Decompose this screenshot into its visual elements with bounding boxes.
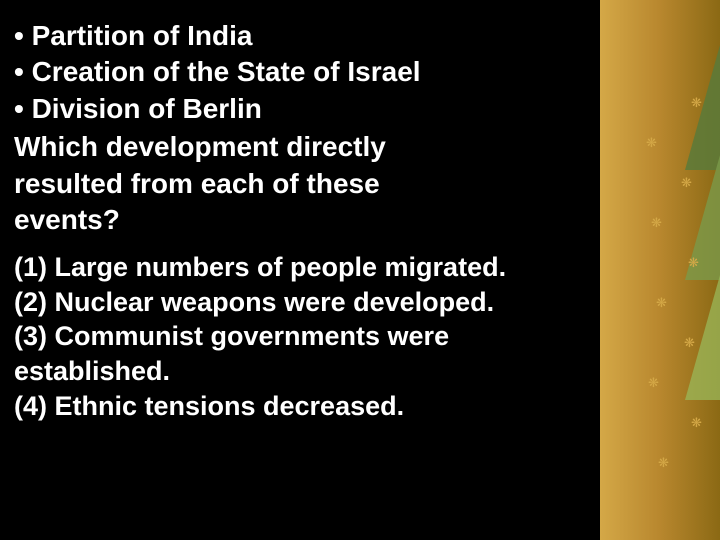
bullet-item: • Creation of the State of Israel bbox=[14, 54, 706, 90]
question-line: Which development directly bbox=[14, 129, 706, 165]
answer-options: (1) Large numbers of people migrated. (2… bbox=[14, 250, 706, 423]
option-item: established. bbox=[14, 354, 706, 389]
option-item: (3) Communist governments were bbox=[14, 319, 706, 354]
option-item: (2) Nuclear weapons were developed. bbox=[14, 285, 706, 320]
bullet-list: • Partition of India • Creation of the S… bbox=[14, 18, 706, 127]
option-item: (1) Large numbers of people migrated. bbox=[14, 250, 706, 285]
question-text: Which development directly resulted from… bbox=[14, 129, 706, 238]
flower-icon: ❋ bbox=[658, 455, 672, 469]
bullet-item: • Division of Berlin bbox=[14, 91, 706, 127]
question-line: events? bbox=[14, 202, 706, 238]
bullet-item: • Partition of India bbox=[14, 18, 706, 54]
question-line: resulted from each of these bbox=[14, 166, 706, 202]
slide-content: • Partition of India • Creation of the S… bbox=[0, 0, 720, 441]
option-item: (4) Ethnic tensions decreased. bbox=[14, 389, 706, 424]
